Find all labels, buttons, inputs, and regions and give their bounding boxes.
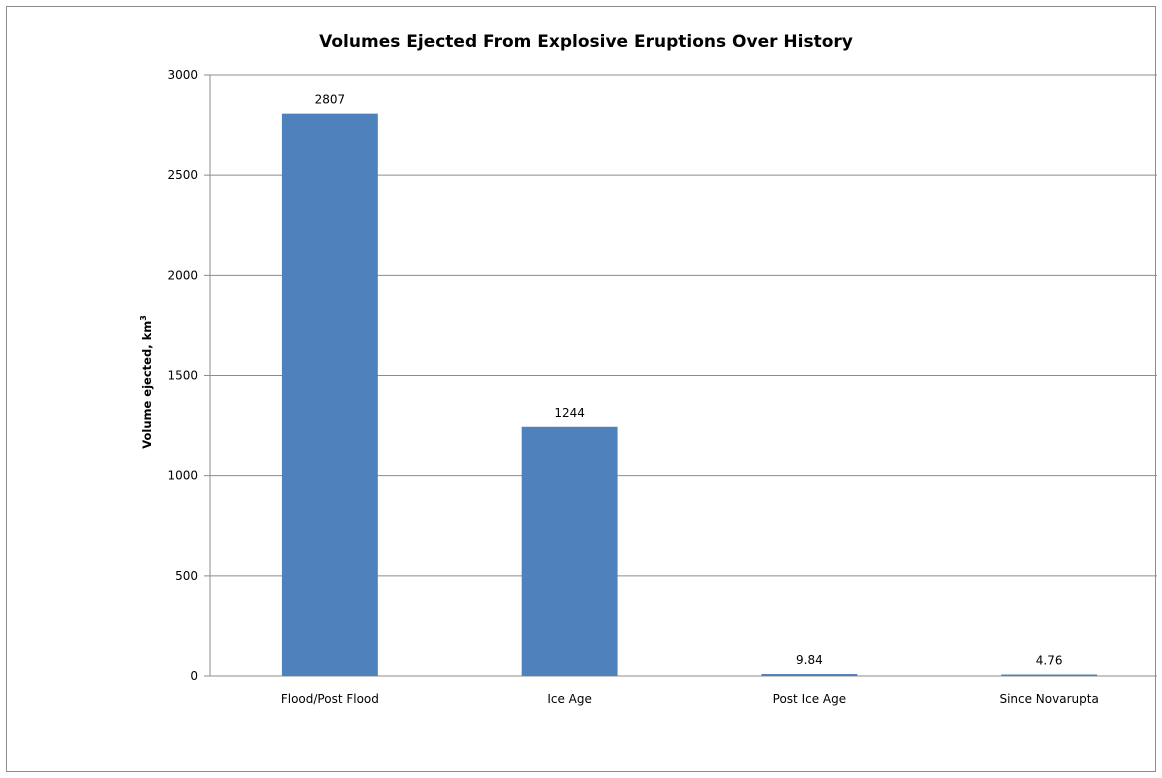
bar-1 xyxy=(521,426,618,676)
data-labels: 2807 1244 9.84 4.76 xyxy=(315,93,1063,668)
bar-0 xyxy=(281,113,378,677)
chart-frame: Volumes Ejected From Explosive Eruptions… xyxy=(6,6,1157,772)
y-tick-label-1500: 1500 xyxy=(167,369,198,383)
x-category-label-3: Since Novarupta xyxy=(999,692,1098,706)
x-category-label-1: Ice Age xyxy=(547,692,592,706)
x-category-label-0: Flood/Post Flood xyxy=(281,692,379,706)
data-label-2: 9.84 xyxy=(796,653,823,667)
y-tick-label-500: 500 xyxy=(175,569,198,583)
y-tick-label-2000: 2000 xyxy=(167,268,198,282)
y-tick-label-1000: 1000 xyxy=(167,469,198,483)
x-category-label-2: Post Ice Age xyxy=(773,692,846,706)
y-axis-label-text: Volume ejected, km xyxy=(140,321,154,449)
y-tick-label-2500: 2500 xyxy=(167,168,198,182)
y-axis-label-superscript: 3 xyxy=(139,315,148,321)
y-axis-label: Volume ejected, km3 xyxy=(139,315,154,449)
y-axis-ticks: 0 500 1000 1500 2000 2500 3000 xyxy=(167,68,198,683)
bars xyxy=(281,113,1098,677)
y-tick-label-3000: 3000 xyxy=(167,68,198,82)
data-label-0: 2807 xyxy=(315,93,346,107)
bar-3 xyxy=(1001,674,1098,676)
x-axis-categories: Flood/Post Flood Ice Age Post Ice Age Since… xyxy=(281,692,1099,706)
bar-2 xyxy=(761,674,858,676)
bar-chart: Volumes Ejected From Explosive Eruptions… xyxy=(139,32,1157,706)
chart-title: Volumes Ejected From Explosive Eruptions… xyxy=(319,32,853,52)
y-tick-label-0: 0 xyxy=(190,669,198,683)
data-label-1: 1244 xyxy=(554,406,585,420)
data-label-3: 4.76 xyxy=(1036,654,1063,668)
